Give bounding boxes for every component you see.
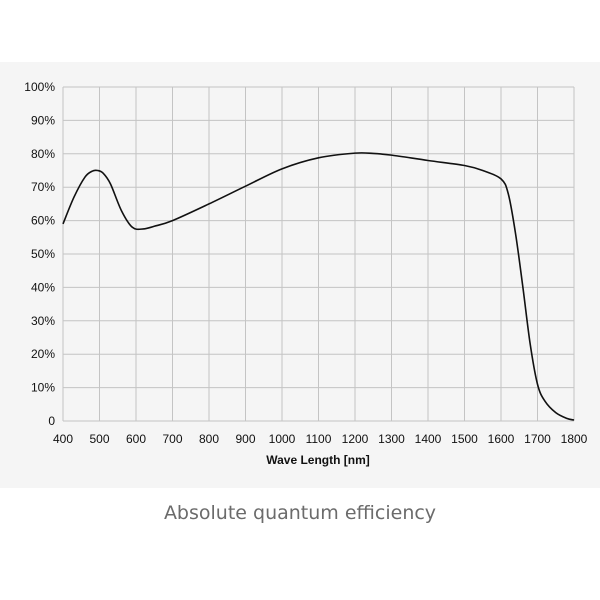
x-tick-label: 500 <box>89 432 109 446</box>
caption: Absolute quantum efficiency <box>163 502 437 524</box>
x-tick-label: 400 <box>53 432 73 446</box>
x-tick-labels: 400 500 600 700 800 900 1000 1100 1200 1300 1400 15… <box>53 432 588 446</box>
x-tick-label: 1300 <box>378 432 405 446</box>
x-tick-label: 1000 <box>269 432 296 446</box>
y-tick-label: 50% <box>31 247 55 261</box>
y-tick-label: 90% <box>31 113 55 127</box>
x-axis-title: Wave Length [nm] <box>266 453 370 467</box>
series-layer <box>62 152 575 421</box>
y-tick-label: 70% <box>31 180 55 194</box>
y-tick-label: 10% <box>31 381 55 395</box>
y-tick-label: 20% <box>31 347 55 361</box>
qe-curve-line <box>62 152 575 421</box>
x-tick-label: 1700 <box>524 432 551 446</box>
y-tick-label: 100% <box>24 80 55 94</box>
x-tick-label: 1600 <box>488 432 515 446</box>
x-tick-label: 1200 <box>342 432 369 446</box>
x-tick-label: 900 <box>235 432 255 446</box>
y-tick-label: 0 <box>48 414 55 428</box>
y-tick-label: 30% <box>31 314 55 328</box>
x-tick-label: 800 <box>199 432 219 446</box>
y-tick-label: 40% <box>31 280 55 294</box>
y-tick-label: 60% <box>31 214 55 228</box>
y-tick-labels: 0 10% 20% 30% 40% 50% 60% 70% 80% 90% 100% <box>24 80 55 428</box>
grid-lines <box>62 86 575 422</box>
y-tick-label: 80% <box>31 147 55 161</box>
x-tick-label: 1100 <box>306 432 332 446</box>
x-tick-label: 1500 <box>451 432 478 446</box>
x-tick-label: 600 <box>126 432 146 446</box>
x-tick-label: 700 <box>162 432 182 446</box>
x-tick-label: 1400 <box>415 432 442 446</box>
x-tick-label: 1800 <box>561 432 588 446</box>
